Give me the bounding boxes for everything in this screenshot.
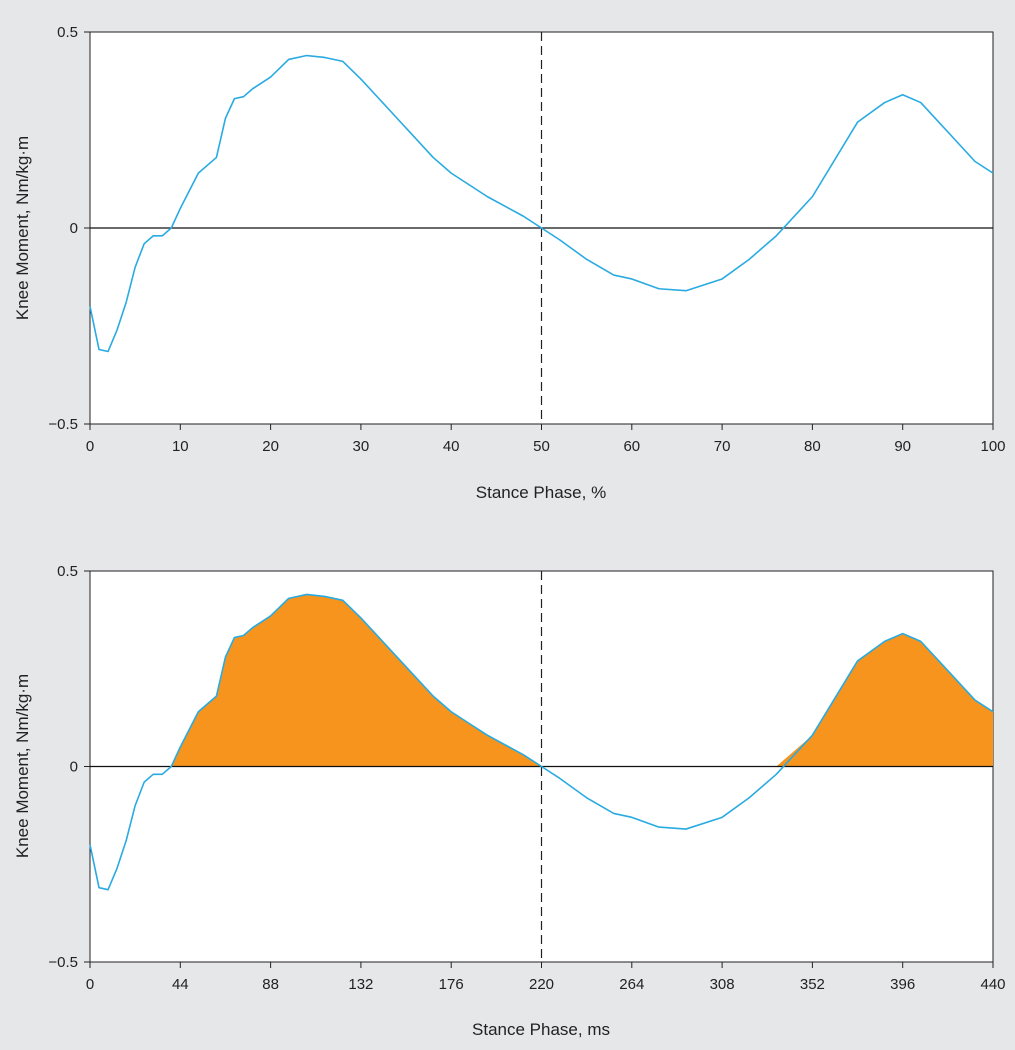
- y-tick-label: 0: [70, 759, 78, 776]
- y-tick-label: −0.5: [48, 954, 78, 971]
- x-axis-label: Stance Phase, ms: [472, 1020, 610, 1039]
- x-tick-labels: 0 44 88 132 176 220 264 308 352 396 440: [86, 976, 1006, 993]
- x-tick-label: 264: [619, 976, 644, 993]
- x-tick-label: 80: [804, 438, 821, 455]
- x-tick-label: 10: [172, 438, 189, 455]
- y-tick-label: −0.5: [48, 416, 78, 433]
- stance-ms-chart: 0 44 88 132 176 220 264 308 352 396 440 0.5 0 −0.5 S…: [13, 563, 1006, 1039]
- x-tick-label: 176: [439, 976, 464, 993]
- curve-layer: [89, 54, 994, 353]
- y-tick-labels: 0.5 0 −0.5: [48, 563, 78, 971]
- y-tick-labels: 0.5 0 −0.5: [48, 24, 78, 433]
- x-tick-label: 352: [800, 976, 825, 993]
- positive-moment-area: [90, 594, 993, 767]
- x-tick-label: 20: [262, 438, 279, 455]
- stance-percent-chart: 0 10 20 30 40 50 60 70 80 90 100 0.5 0 −0.5 Stance P…: [13, 24, 1006, 502]
- x-tick-label: 100: [980, 438, 1005, 455]
- tick-layer: [84, 31, 994, 430]
- x-tick-label: 88: [262, 976, 279, 993]
- x-tick-label: 44: [172, 976, 189, 993]
- y-axis-label: Knee Moment, Nm/kg·m: [13, 136, 32, 320]
- tick-layer: [84, 570, 994, 968]
- positive-fill-layer: [90, 594, 993, 767]
- x-tick-label: 60: [623, 438, 640, 455]
- x-tick-label: 440: [980, 976, 1005, 993]
- x-axis-label: Stance Phase, %: [476, 483, 606, 502]
- x-tick-label: 30: [353, 438, 370, 455]
- x-tick-label: 90: [894, 438, 911, 455]
- x-tick-label: 396: [890, 976, 915, 993]
- curve-layer: [89, 593, 994, 891]
- y-axis-label: Knee Moment, Nm/kg·m: [13, 674, 32, 858]
- x-tick-label: 40: [443, 438, 460, 455]
- x-tick-labels: 0 10 20 30 40 50 60 70 80 90 100: [86, 438, 1006, 455]
- x-tick-label: 220: [529, 976, 554, 993]
- y-tick-label: 0.5: [57, 563, 78, 580]
- x-tick-label: 308: [710, 976, 735, 993]
- x-tick-label: 0: [86, 438, 94, 455]
- y-tick-label: 0.5: [57, 24, 78, 41]
- knee-moment-curve: [89, 593, 994, 891]
- x-tick-label: 0: [86, 976, 94, 993]
- y-tick-label: 0: [70, 220, 78, 237]
- x-tick-label: 132: [348, 976, 373, 993]
- x-tick-label: 50: [533, 438, 550, 455]
- x-tick-label: 70: [714, 438, 731, 455]
- knee-moment-curve: [89, 54, 994, 353]
